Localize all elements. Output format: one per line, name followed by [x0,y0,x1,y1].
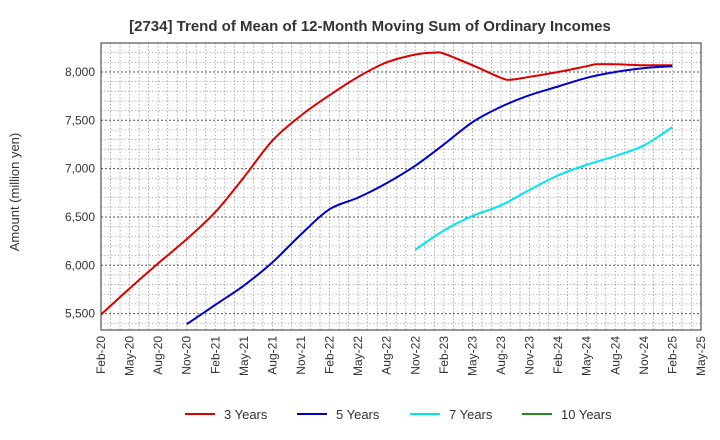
y-tick-label: 5,500 [65,307,95,321]
x-tick-label: Aug-24 [608,336,622,375]
y-tick-label: 6,500 [65,210,95,224]
series-line-7-years [414,126,673,251]
legend-label-5-years: 5 Years [336,407,380,422]
x-tick-label: May-20 [123,336,137,376]
y-axis-label: Amount (million yen) [7,133,22,252]
x-tick-label: May-23 [465,336,479,376]
legend-label-3-years: 3 Years [224,407,268,422]
x-axis-ticks: Feb-20 May-20 Aug-20 Nov-20 Feb-21 May-21 Aug-… [94,336,708,376]
x-tick-label: May-25 [694,336,708,376]
legend-label-7-years: 7 Years [449,407,493,422]
x-tick-label: Feb-23 [437,336,451,374]
x-tick-label: Aug-23 [494,336,508,375]
x-tick-label: Nov-23 [523,336,537,375]
series-line-3-years [100,51,673,316]
y-tick-label: 8,000 [65,65,95,79]
legend-label-10-years: 10 Years [561,407,612,422]
x-tick-label: Aug-22 [380,336,394,375]
x-tick-label: Feb-22 [323,336,337,374]
y-axis-ticks: 5,500 6,000 6,500 7,000 7,500 8,000 [65,65,95,321]
x-tick-label: Feb-21 [208,336,222,374]
x-tick-label: Feb-20 [94,336,108,374]
series-lines [100,51,673,326]
x-tick-label: May-21 [237,336,251,376]
x-tick-label: Aug-21 [265,336,279,375]
x-tick-label: May-24 [580,336,594,376]
chart-title: [2734] Trend of Mean of 12-Month Moving … [129,18,611,35]
series-line-5-years [186,65,673,326]
x-tick-label: Nov-21 [294,336,308,375]
x-tick-label: Nov-24 [637,336,651,375]
legend: 3 Years 5 Years 7 Years 10 Years [185,407,612,422]
x-tick-label: Nov-20 [180,336,194,375]
y-tick-label: 7,500 [65,113,95,127]
y-tick-label: 6,000 [65,258,95,272]
x-tick-label: Aug-20 [151,336,165,375]
plot-frame [100,42,702,331]
x-tick-label: Feb-24 [551,336,565,374]
grid [101,43,701,330]
x-tick-label: Nov-22 [408,336,422,375]
x-tick-label: May-22 [351,336,365,376]
x-tick-label: Feb-25 [665,336,679,374]
y-tick-label: 7,000 [65,162,95,176]
